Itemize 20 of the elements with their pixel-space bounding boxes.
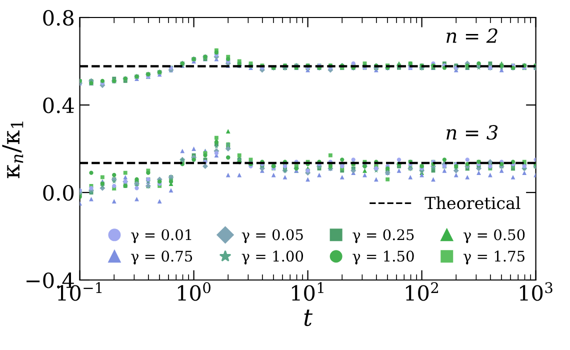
y-axis-title: κ$_{n}$/κ$_{1}$	[2, 122, 24, 178]
x-axis-title: t	[304, 310, 313, 326]
legend-label: γ = 0.75	[131, 250, 192, 265]
y-tick-label: 0.4	[43, 97, 74, 114]
legend-label: γ = 0.25	[352, 229, 414, 244]
y-tick-label: 0.0	[43, 184, 74, 201]
legend-label: γ = 1.75	[463, 250, 524, 265]
x-tick-label: 10$^{0}$	[178, 282, 210, 301]
legend-label: γ = 0.50	[463, 229, 525, 244]
y-tick-label: 0.8	[43, 10, 74, 26]
legend-label: γ = 1.50	[352, 250, 414, 265]
x-tick-label: 10$^{2}$	[406, 282, 438, 301]
x-tick-label: 10$^{3}$	[520, 282, 552, 301]
legend-label: γ = 0.01	[131, 229, 192, 244]
annotation: n = 3	[446, 125, 498, 140]
legend-label: γ = 0.05	[242, 229, 303, 244]
legend-label: γ = 1.00	[242, 250, 304, 265]
legend-label: Theoretical	[424, 196, 520, 210]
annotation: n = 2	[446, 28, 498, 43]
x-tick-label: 10$^{1}$	[292, 282, 324, 301]
